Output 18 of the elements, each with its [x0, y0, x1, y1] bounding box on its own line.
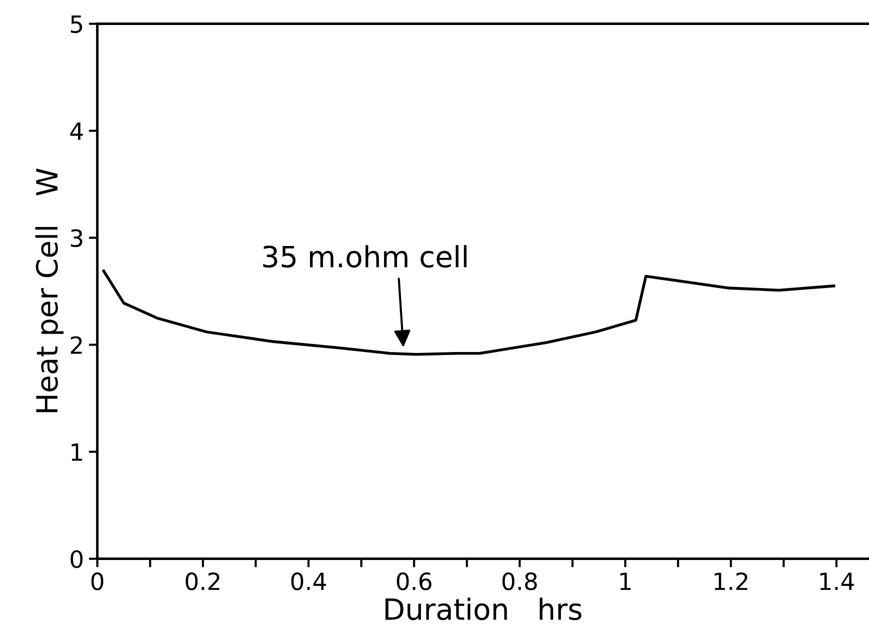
- line-series: [102, 270, 836, 356]
- y-tick-label: 2: [70, 336, 82, 354]
- y-tick-label: 0: [70, 550, 83, 568]
- y-tick-label: 1: [72, 444, 82, 461]
- x-tick-label: 0.2: [186, 572, 220, 590]
- x-tick-label: 1.2: [714, 572, 748, 590]
- y-tick-label: 3: [70, 229, 82, 248]
- x-tick-label: 0.4: [291, 572, 326, 590]
- x-tick-label: 0.6: [396, 572, 432, 590]
- x-axis-title: Duration hrs: [386, 598, 582, 620]
- x-tick-label: 1: [620, 572, 631, 590]
- y-tick-label: 4: [70, 122, 83, 140]
- y-tick-label: 5: [70, 16, 82, 34]
- x-tick-label: 0.8: [502, 572, 537, 590]
- annotation: 35 m.ohm cell: [263, 245, 467, 268]
- x-tick-label: 0: [91, 572, 104, 590]
- x-tick-label: 1.4: [820, 572, 854, 590]
- y-axis-title: Heat per Cell W: [35, 168, 64, 412]
